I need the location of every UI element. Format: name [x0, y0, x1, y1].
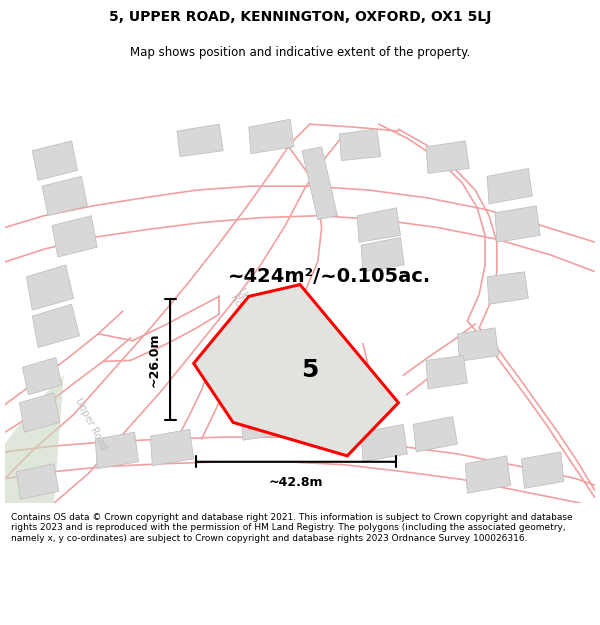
Polygon shape	[241, 407, 286, 440]
Text: 5, UPPER ROAD, KENNINGTON, OXFORD, OX1 5LJ: 5, UPPER ROAD, KENNINGTON, OXFORD, OX1 5…	[109, 11, 491, 24]
Polygon shape	[487, 272, 529, 304]
Polygon shape	[42, 176, 88, 216]
Polygon shape	[426, 141, 469, 173]
Polygon shape	[249, 119, 294, 154]
Text: Contains OS data © Crown copyright and database right 2021. This information is : Contains OS data © Crown copyright and d…	[11, 513, 572, 542]
Polygon shape	[95, 432, 139, 469]
Text: 5: 5	[301, 358, 319, 382]
Text: Map shows position and indicative extent of the property.: Map shows position and indicative extent…	[130, 46, 470, 59]
Polygon shape	[466, 456, 511, 493]
Polygon shape	[361, 424, 407, 462]
Polygon shape	[151, 429, 194, 466]
Polygon shape	[17, 464, 59, 499]
Polygon shape	[26, 265, 74, 310]
Polygon shape	[495, 206, 540, 242]
Polygon shape	[177, 124, 223, 157]
Polygon shape	[426, 356, 467, 389]
Polygon shape	[357, 208, 400, 242]
Polygon shape	[52, 216, 97, 257]
Polygon shape	[32, 141, 77, 180]
Text: ~42.8m: ~42.8m	[269, 476, 323, 489]
Polygon shape	[194, 284, 398, 456]
Text: Upper
Road: Upper Road	[227, 287, 259, 322]
Polygon shape	[458, 328, 499, 361]
Polygon shape	[302, 147, 337, 219]
Polygon shape	[521, 452, 564, 488]
Polygon shape	[22, 357, 62, 395]
Polygon shape	[413, 416, 458, 452]
Polygon shape	[487, 169, 532, 204]
Polygon shape	[5, 375, 64, 503]
Polygon shape	[19, 393, 60, 432]
Polygon shape	[282, 400, 322, 436]
Text: ~26.0m: ~26.0m	[147, 332, 160, 387]
Polygon shape	[340, 129, 381, 161]
Text: ~424m²/~0.105ac.: ~424m²/~0.105ac.	[228, 268, 431, 286]
Text: Upper Road: Upper Road	[73, 397, 109, 452]
Polygon shape	[32, 304, 80, 348]
Polygon shape	[361, 238, 404, 272]
